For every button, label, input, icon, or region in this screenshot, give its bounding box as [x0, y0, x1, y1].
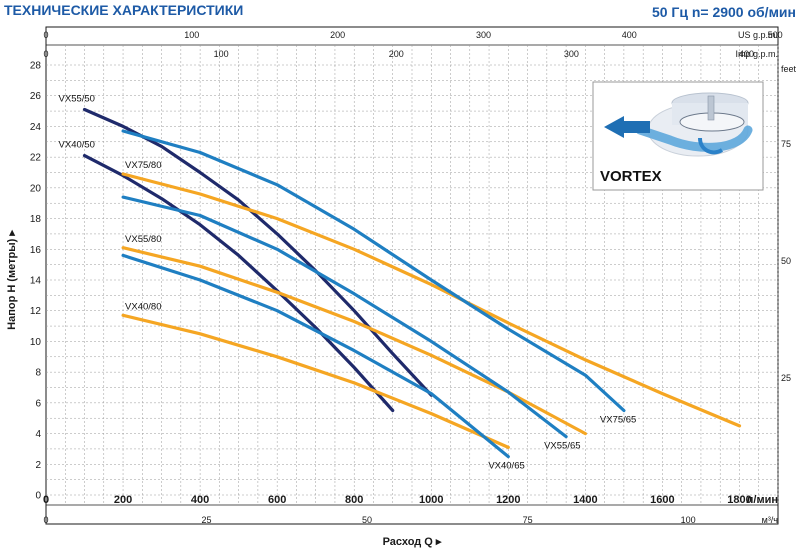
x-tick-label: 0	[43, 494, 49, 506]
flow-arrow-shaft-icon	[622, 121, 650, 133]
y-tick-label: 16	[30, 245, 42, 256]
series-label: VX40/80	[125, 301, 161, 312]
x2-tick-label: 100	[681, 515, 696, 525]
y-tick-label: 24	[30, 122, 42, 133]
series-label: VX40/50	[59, 140, 95, 151]
right-tick-label: 25	[781, 373, 791, 383]
y-tick-label: 2	[35, 460, 41, 471]
top-us-tick-label: 500	[768, 30, 783, 40]
x2-tick-label: 75	[523, 515, 533, 525]
y-tick-label: 22	[30, 153, 42, 164]
x2-tick-label: 50	[362, 515, 372, 525]
x-tick-label: 1600	[650, 494, 674, 506]
y-tick-label: 28	[30, 61, 42, 72]
top-imp-tick-label: 0	[43, 49, 48, 59]
x-tick-label: 600	[268, 494, 286, 506]
series-line-vx75-80	[121, 172, 742, 428]
right-tick-label: 75	[781, 139, 791, 149]
right-unit-label: feet	[781, 64, 797, 74]
top-us-tick-label: 200	[330, 30, 345, 40]
y-tick-label: 4	[35, 429, 41, 440]
series-line-vx55-65	[121, 195, 568, 439]
x-axis-title: Расход Q ▸	[383, 536, 442, 548]
shaft-icon	[707, 95, 715, 121]
x2-tick-label: 0	[43, 515, 48, 525]
y-tick-label: 12	[30, 306, 42, 317]
x-tick-label: 200	[114, 494, 132, 506]
x2-unit-label: м³/ч	[762, 515, 779, 525]
series-label: VX55/80	[125, 234, 161, 245]
vortex-flow-arrow-icon	[635, 125, 753, 152]
x-tick-label: 1000	[419, 494, 443, 506]
series-line-vx75-65	[121, 129, 626, 413]
top-us-tick-label: 0	[43, 30, 48, 40]
top-us-tick-label: 400	[622, 30, 637, 40]
x-unit-label: л/мин	[746, 494, 778, 506]
y-tick-label: 8	[35, 368, 41, 379]
y-tick-label: 14	[30, 276, 42, 287]
x-tick-label: 1400	[573, 494, 597, 506]
x-tick-label: 400	[191, 494, 209, 506]
top-imp-tick-label: 100	[214, 49, 229, 59]
page-title: ТЕХНИЧЕСКИЕ ХАРАКТЕРИСТИКИ	[4, 2, 243, 18]
top-us-tick-label: 300	[476, 30, 491, 40]
y-tick-label: 6	[35, 398, 41, 409]
top-imp-tick-label: 400	[739, 49, 754, 59]
chart-frame	[45, 26, 779, 525]
frequency-speed-label: 50 Гц n= 2900 об/мин	[652, 4, 796, 20]
top-imp-tick-label: 300	[564, 49, 579, 59]
y-tick-label: 10	[30, 337, 42, 348]
y-tick-label: 20	[30, 183, 42, 194]
x-tick-label: 1800	[727, 494, 751, 506]
series-label: VX40/65	[488, 461, 524, 472]
series-line-vx40-65	[121, 253, 510, 459]
top-imp-unit-label: Imp g.p.m.	[735, 49, 778, 59]
grid	[46, 45, 779, 505]
y-tick-label: 0	[35, 491, 41, 502]
x2-tick-label: 25	[202, 515, 212, 525]
series-label: VX55/50	[59, 94, 95, 105]
vortex-label: VORTEX	[600, 168, 662, 185]
series-layer: VX55/50 VX40/50 VX75/80 VX55/80 VX40/80 VX75/…	[59, 94, 742, 472]
series-line-vx40-50	[82, 154, 395, 413]
right-tick-label: 50	[781, 256, 791, 266]
top-us-tick-label: 100	[184, 30, 199, 40]
swirl-icon	[698, 137, 724, 155]
series-label: VX75/80	[125, 160, 161, 171]
flow-arrowhead-icon	[604, 116, 624, 138]
y-axis-title: Напор H (метры) ▸	[6, 230, 18, 330]
y-tick-label: 26	[30, 91, 42, 102]
series-line-vx40-80	[121, 313, 510, 449]
top-us-unit-label: US g.p.m.	[738, 30, 778, 40]
x-tick-label: 1200	[496, 494, 520, 506]
series-label: VX75/65	[600, 415, 636, 426]
series-label: VX55/65	[544, 441, 580, 452]
top-imp-tick-label: 200	[389, 49, 404, 59]
vortex-illustration: VORTEX	[592, 81, 764, 191]
x-tick-label: 800	[345, 494, 363, 506]
y-tick-label: 18	[30, 214, 42, 225]
